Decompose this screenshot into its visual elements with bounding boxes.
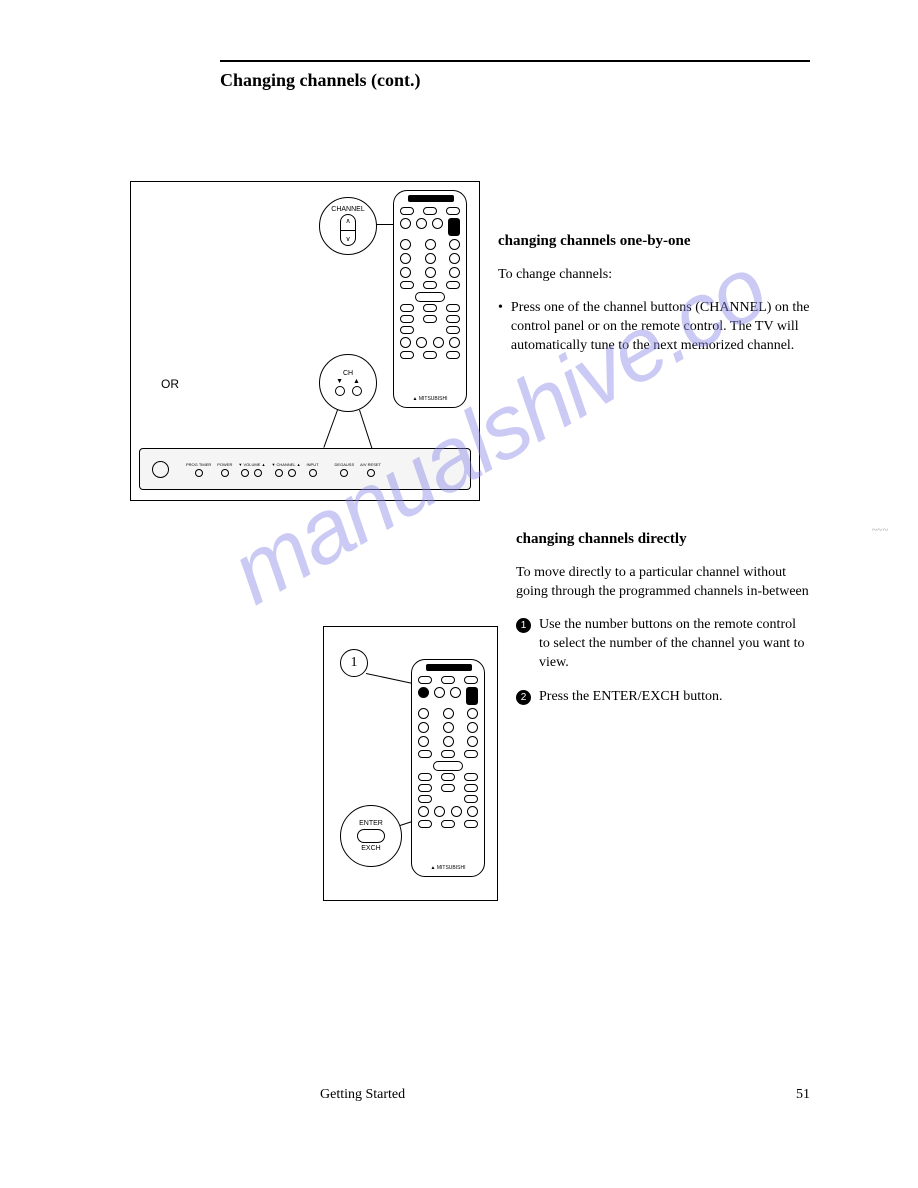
ch-up-icon xyxy=(352,386,362,396)
tv-front-panel-illustration: PROG TIMER POWER ▼ VOLUME ▲ ▼ CHANNEL ▲ … xyxy=(139,448,471,490)
section-one-heading: changing channels one-by-one xyxy=(498,233,810,250)
section-one: CHANNEL ∧ ∨ OR CH ▼▲ xyxy=(130,181,810,501)
enter-label: ENTER xyxy=(359,820,383,827)
diagram-remote-and-panel: CHANNEL ∧ ∨ OR CH ▼▲ xyxy=(130,181,480,501)
section-two-intro: To move directly to a particular channel… xyxy=(516,564,810,602)
header-rule xyxy=(220,60,810,62)
footer-section-label: Getting Started xyxy=(320,1087,405,1103)
section-two: 1 ENTER EXCH xyxy=(130,531,810,901)
section-two-text: changing channels directly To move direc… xyxy=(516,531,810,901)
remote-control-illustration: ▲ MITSUBISHI xyxy=(393,190,467,408)
channel-label: CHANNEL xyxy=(331,206,364,213)
step-1-callout: 1 xyxy=(340,649,368,677)
channel-rocker-icon: ∧ ∨ xyxy=(340,214,356,246)
step-number-icon: 1 xyxy=(516,618,531,633)
ch-label: CH xyxy=(343,370,353,377)
enter-button-callout: ENTER EXCH xyxy=(340,805,402,867)
section-one-text: changing channels one-by-one To change c… xyxy=(498,181,810,501)
page-number: 51 xyxy=(796,1087,810,1103)
callout-line xyxy=(359,410,372,448)
section-one-intro: To change channels: xyxy=(498,266,810,285)
bullet-icon: • xyxy=(498,299,503,356)
ch-buttons-callout: CH ▼▲ xyxy=(319,354,377,412)
remote-control-illustration: ▲ MITSUBISHI xyxy=(411,659,485,877)
remote-brand-label: ▲ MITSUBISHI xyxy=(412,865,484,871)
callout-line xyxy=(375,224,393,225)
step-two: 2 Press the ENTER/EXCH button. xyxy=(516,688,810,707)
enter-button-icon xyxy=(357,829,385,843)
page-title: Changing channels (cont.) xyxy=(220,70,810,91)
ch-down-icon xyxy=(335,386,345,396)
scan-artifact: ~~~ xyxy=(872,525,888,536)
callout-line xyxy=(366,673,413,684)
bullet-instruction: • Press one of the channel buttons (CHAN… xyxy=(498,299,810,356)
callout-line xyxy=(323,410,338,448)
channel-button-callout: CHANNEL ∧ ∨ xyxy=(319,197,377,255)
diagram-remote-enter: 1 ENTER EXCH xyxy=(323,626,498,901)
step-one: 1 Use the number buttons on the remote c… xyxy=(516,616,810,673)
exch-label: EXCH xyxy=(361,845,380,852)
step-one-text: Use the number buttons on the remote con… xyxy=(539,616,810,673)
or-label: OR xyxy=(161,377,179,391)
section-two-heading: changing channels directly xyxy=(516,531,810,548)
remote-brand-label: ▲ MITSUBISHI xyxy=(394,396,466,402)
panel-main-button-icon xyxy=(152,461,169,478)
page-content: Changing channels (cont.) CHANNEL ∧ ∨ OR… xyxy=(130,60,810,901)
step-two-text: Press the ENTER/EXCH button. xyxy=(539,688,723,707)
bullet-text: Press one of the channel buttons (CHANNE… xyxy=(511,299,810,356)
step-number-icon: 2 xyxy=(516,690,531,705)
page-footer: Getting Started 51 xyxy=(130,1087,810,1103)
